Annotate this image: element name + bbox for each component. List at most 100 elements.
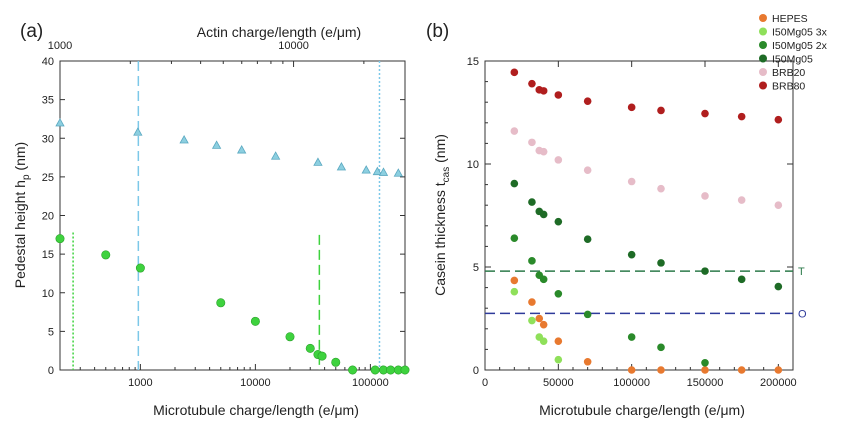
chart-b-point	[627, 103, 636, 112]
chart-a-circle-point	[250, 316, 260, 326]
panel-a-label: (a)	[20, 21, 43, 42]
chart-a-y-axis-label-main: Pedestal height h	[12, 180, 28, 288]
chart-a-circle-point	[135, 263, 145, 273]
chart-b-point	[737, 275, 746, 284]
chart-a-y-tick-label: 25	[42, 172, 54, 184]
chart-b-legend-marker	[759, 81, 767, 90]
chart-a-plot-frame	[59, 60, 406, 371]
chart-b-point	[539, 337, 548, 345]
chart-a-x-tick-label: 10000	[240, 377, 271, 389]
chart-b-point	[539, 320, 548, 329]
chart-b-y-tick-label: 5	[473, 262, 479, 274]
chart-a-y-tick-label: 10	[42, 288, 54, 300]
chart-b-point	[554, 337, 563, 345]
chart-b-y-axis-label: Casein thickness tcas (nm)	[432, 134, 452, 296]
chart-b-x-tick-label: 200000	[760, 377, 797, 389]
chart-b-point	[583, 97, 592, 105]
chart-b-point	[627, 250, 636, 259]
chart-b-point	[554, 217, 563, 226]
chart-b-point	[737, 366, 746, 374]
chart-b-point	[774, 366, 783, 374]
chart-a-circle-point	[216, 298, 226, 308]
chart-a-circle-point	[285, 332, 295, 342]
chart-a-circle-point	[317, 351, 327, 361]
chart-a-circle-point	[305, 343, 315, 353]
chart-a-y-tick-label: 15	[42, 249, 54, 261]
chart-a-circle-point	[386, 365, 396, 375]
chart-b-x-axis-label: Microtubule charge/length (e/μm)	[539, 402, 745, 418]
chart-b-point	[554, 355, 563, 364]
chart-b-point	[774, 201, 783, 209]
chart-a-y-axis-label-unit: (nm)	[12, 142, 28, 175]
chart-b-legend-marker	[759, 14, 767, 22]
chart-b-point	[657, 106, 665, 115]
chart-b-x-tick-label: 50000	[543, 377, 574, 389]
chart-b-point	[627, 333, 636, 341]
chart-b-point	[774, 282, 783, 291]
chart-b-point	[510, 127, 519, 135]
chart-a-y-axis-label: Pedestal height hp (nm)	[12, 142, 32, 288]
chart-a-x2-tick-label: 10000	[278, 40, 309, 52]
chart-b-point	[737, 196, 746, 204]
chart-a-y-tick-label: 20	[42, 211, 54, 223]
chart-a-triangle-point	[313, 157, 323, 166]
chart-b-point	[701, 109, 709, 118]
chart-b-point	[510, 287, 519, 296]
chart-b-x-tick-label: 0	[482, 377, 488, 389]
panel-b-label: (b)	[426, 21, 449, 42]
chart-b-point	[539, 87, 548, 95]
chart-a-x-tick-label: 1000	[128, 377, 152, 389]
chart-b-point	[510, 276, 519, 285]
chart-b-legend-marker	[759, 27, 767, 36]
chart-a-triangle-point	[336, 162, 347, 171]
chart-b-point	[539, 147, 548, 156]
chart-b-legend-label: BRB20	[772, 67, 805, 79]
chart-a-y-tick-label: 5	[48, 326, 54, 338]
chart-b-point	[535, 314, 544, 323]
chart-a-y-tick-label: 35	[42, 95, 54, 107]
chart-b-point	[528, 79, 536, 88]
chart-a-y-tick-label: 40	[42, 56, 54, 68]
chart-b-reference-line-label: O	[798, 308, 807, 320]
chart-a-circle-point	[331, 357, 341, 367]
chart-b-y-axis-label-unit: (nm)	[432, 134, 448, 167]
chart-b-point	[539, 275, 548, 284]
chart-b-point	[554, 91, 563, 99]
chart-b-point	[627, 177, 636, 186]
chart-a-x-axis-label: Microtubule charge/length (e/μm)	[153, 402, 359, 418]
chart-a-y-axis-label-sub: p	[21, 174, 32, 180]
chart-b-point	[701, 358, 709, 367]
chart-b-point	[701, 267, 709, 275]
chart-a-triangle-point	[270, 151, 281, 160]
chart-b-y-tick-label: 15	[467, 56, 479, 68]
chart-a-triangle-point	[211, 140, 222, 149]
chart-b-point	[774, 115, 783, 124]
chart-b-reference-line-label: T	[798, 266, 805, 278]
chart-b-legend-marker	[759, 54, 767, 63]
chart-b-point	[528, 257, 536, 265]
chart-b-point	[528, 298, 536, 306]
chart-b-point	[583, 310, 592, 319]
chart-b-point	[657, 259, 665, 267]
chart-a-triangle-point	[179, 134, 189, 144]
chart-a-y-tick-label: 30	[42, 133, 54, 145]
chart-b-point	[528, 198, 536, 206]
chart-b-point	[528, 316, 536, 325]
chart-b-point	[510, 179, 519, 188]
chart-b-legend-label: I50Mg05	[772, 54, 813, 66]
chart-b-point	[528, 138, 536, 147]
chart-a-x2-tick-label: 1000	[48, 40, 72, 52]
chart-b-point	[554, 289, 563, 298]
chart-b-plot-frame	[484, 60, 794, 371]
chart-b-point	[583, 166, 592, 174]
chart-a-y-tick-label: 0	[48, 365, 54, 377]
chart-b-point	[701, 192, 709, 200]
chart-a-circle-point	[55, 234, 65, 244]
chart-b-point	[657, 343, 665, 352]
chart-b-point	[583, 357, 592, 366]
chart-b: Microtubule charge/length (e/μm) Casein …	[432, 13, 828, 418]
chart-b-point	[701, 366, 709, 374]
chart-b-point	[510, 68, 519, 77]
chart-b-point	[539, 210, 548, 219]
